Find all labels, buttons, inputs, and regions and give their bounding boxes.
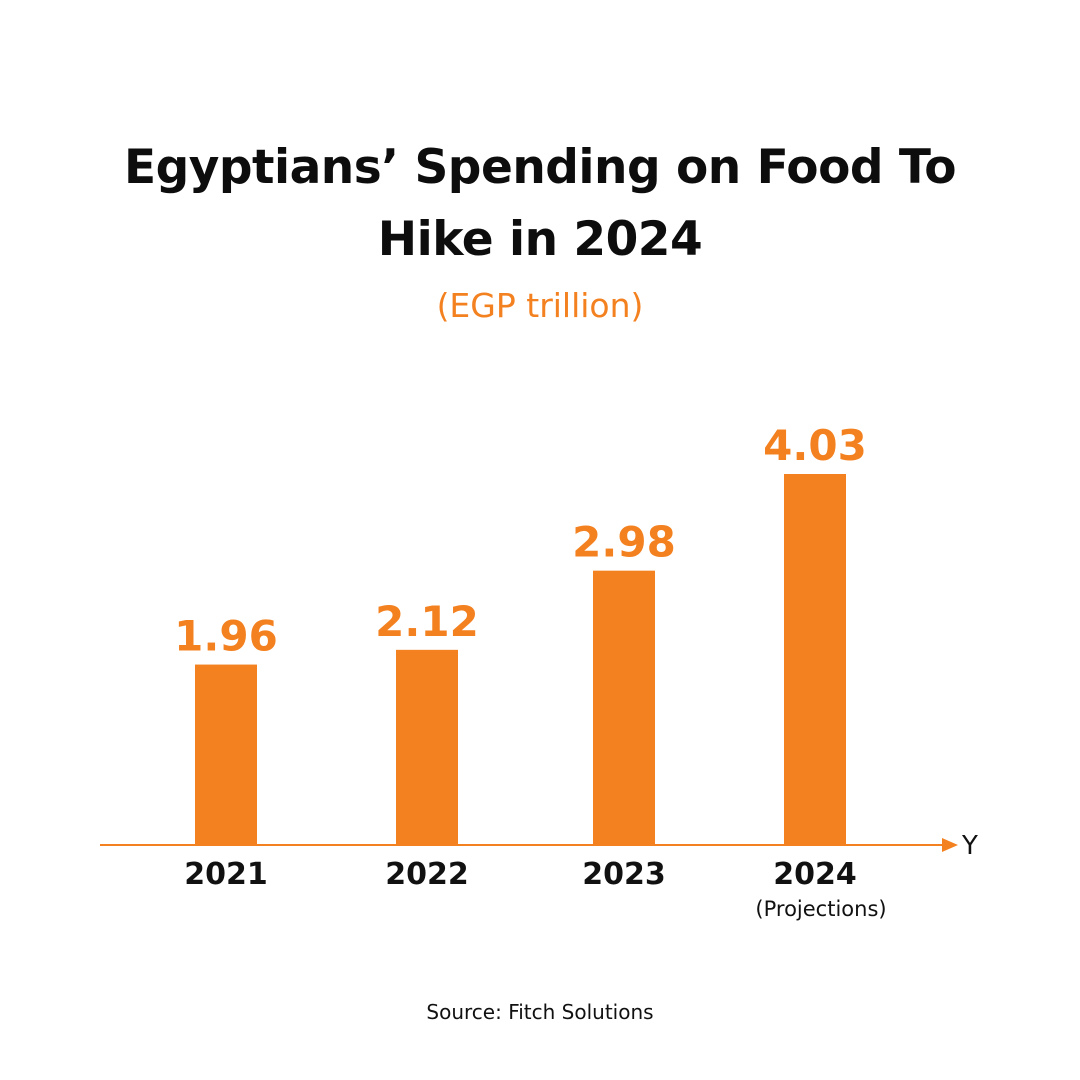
value-label-2022: 2.12 (375, 597, 479, 646)
bar-2021 (195, 664, 257, 845)
category-label-2024: 2024 (773, 857, 857, 892)
x-axis-label: Y (961, 831, 978, 861)
value-label-2021: 1.96 (174, 612, 278, 661)
category-label-2022: 2022 (385, 857, 469, 892)
bar-2024 (784, 474, 846, 845)
category-note-2024: (Projections) (755, 897, 886, 921)
category-label-2021: 2021 (184, 857, 268, 892)
bar-2023 (593, 570, 655, 845)
chart-title-line-2: Hike in 2024 (377, 212, 703, 267)
chart-title: Egyptians’ Spending on Food To Hike in 2… (0, 132, 1080, 276)
bar-2022 (396, 649, 458, 845)
chart-title-line-1: Egyptians’ Spending on Food To (123, 140, 957, 195)
value-label-2023: 2.98 (572, 518, 676, 567)
x-axis-arrow-icon (942, 838, 958, 852)
chart-subtitle: (EGP trillion) (436, 286, 644, 325)
value-label-2024: 4.03 (763, 421, 867, 470)
source-note: Source: Fitch Solutions (426, 1000, 654, 1024)
category-label-2023: 2023 (582, 857, 666, 892)
